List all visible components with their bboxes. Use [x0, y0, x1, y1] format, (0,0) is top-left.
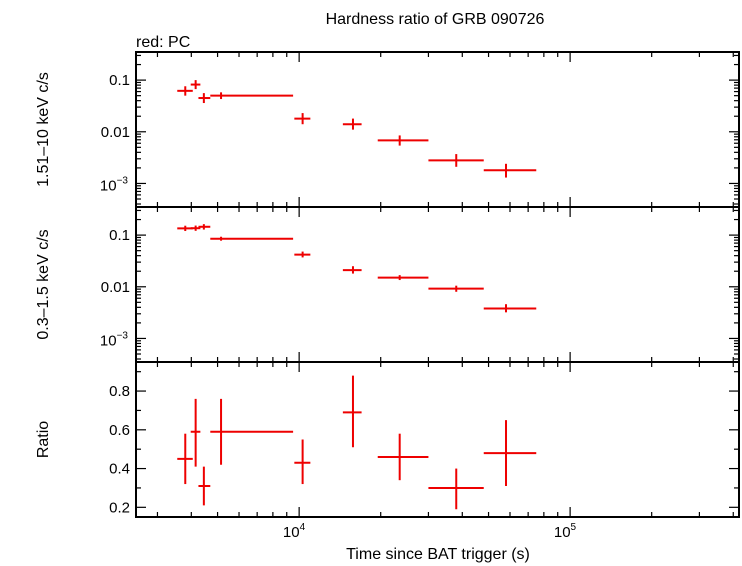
data-point	[294, 251, 311, 258]
data-point	[342, 266, 362, 274]
data-point	[190, 225, 201, 231]
data-point	[210, 92, 294, 100]
x-tick-label: 105	[554, 522, 577, 541]
chart-title: Hardness ratio of GRB 090726	[326, 11, 545, 28]
y-tick-label: 10−3	[100, 330, 129, 349]
data-point	[177, 86, 193, 96]
y-axis-label: 0.3–1.5 keV c/s	[35, 229, 52, 339]
y-tick-label: 10−3	[100, 175, 129, 194]
data-point	[210, 398, 294, 465]
panel-frame	[135, 361, 740, 518]
panel-ratio: 0.2 0.4 0.6 0.8 Ratio	[35, 361, 740, 518]
data-point	[428, 285, 484, 292]
y-tick-label: 0.1	[109, 227, 130, 244]
data-point	[177, 225, 193, 232]
data-point	[198, 93, 211, 104]
x-axis-label: Time since BAT trigger (s)	[346, 546, 530, 563]
data-point	[198, 224, 211, 230]
data-point	[342, 118, 362, 130]
data-point	[428, 468, 484, 510]
x-tick-label: 104	[283, 522, 306, 541]
panel-soft: 0.1 0.01 10−3 0.3–1.5 keV c/s	[35, 206, 740, 363]
data-point	[294, 439, 311, 485]
data-point	[190, 80, 201, 90]
y-axis-label: 1.51–10 keV c/s	[35, 72, 52, 187]
panel-frame	[135, 206, 740, 363]
legend-label: red: PC	[136, 34, 190, 51]
y-tick-label: 0.1	[109, 72, 130, 89]
y-tick-label: 0.8	[109, 383, 130, 400]
y-tick-label: 0.6	[109, 422, 130, 439]
data-point	[210, 236, 294, 241]
data-point	[377, 135, 429, 146]
panel-frame	[135, 51, 740, 208]
data-point	[342, 375, 362, 448]
y-axis-label: Ratio	[35, 421, 52, 458]
y-tick-label: 0.01	[101, 124, 130, 141]
data-point	[483, 420, 537, 486]
y-tick-label: 0.2	[109, 499, 130, 516]
data-point	[428, 154, 484, 167]
data-point	[483, 304, 537, 313]
data-point	[294, 113, 311, 125]
data-point	[483, 163, 537, 178]
panel-hard: 0.1 0.01 10−3 1.51–10 keV c/s	[35, 51, 740, 208]
y-tick-label: 0.01	[101, 279, 130, 296]
data-point	[177, 433, 193, 485]
data-point	[198, 466, 211, 506]
plot-panels: 0.1 0.01 10−3 1.51–10 keV c/s 0.1 0.01 10−3 0.3…	[35, 51, 740, 541]
y-tick-label: 0.4	[109, 461, 130, 478]
data-point	[377, 275, 429, 281]
data-point	[377, 433, 429, 481]
data-point	[190, 398, 201, 467]
